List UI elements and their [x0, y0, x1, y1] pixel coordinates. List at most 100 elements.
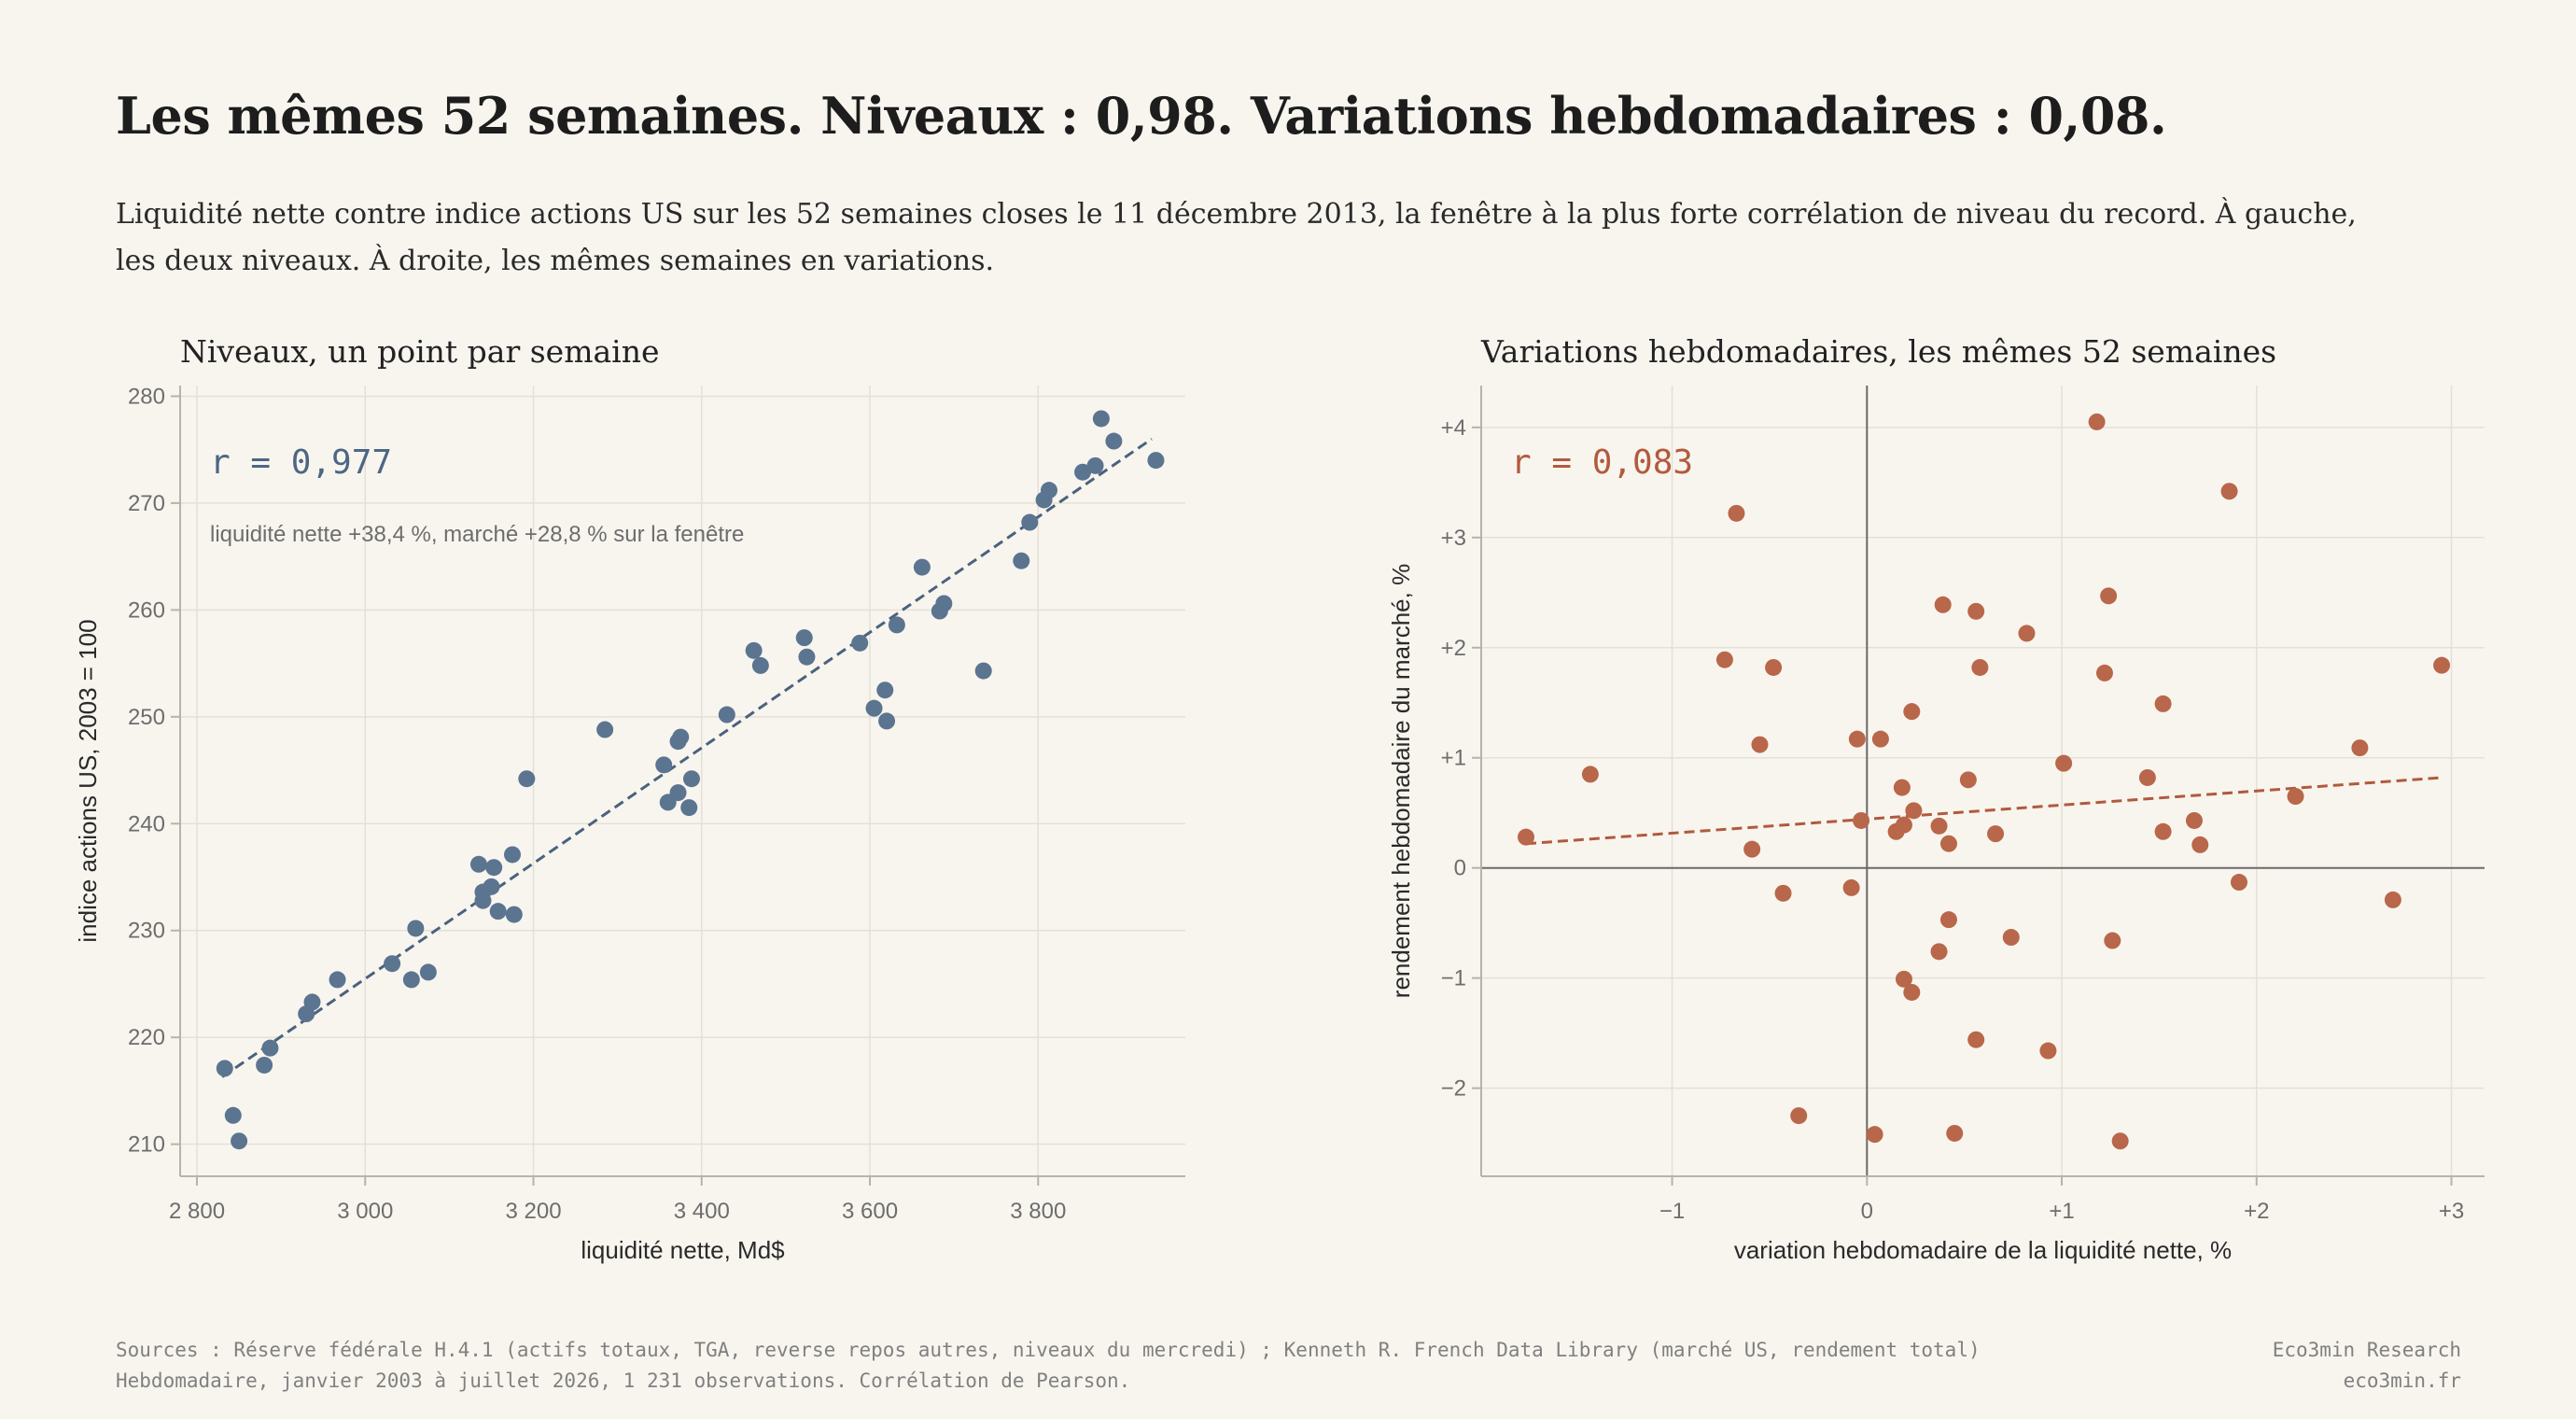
data-point [2055, 754, 2073, 772]
data-point [1866, 1126, 1883, 1144]
data-point [384, 955, 401, 973]
data-point [1105, 432, 1123, 450]
data-point [680, 799, 698, 817]
data-point [2095, 664, 2113, 681]
trend-line [221, 437, 1153, 1078]
x-tick-label: 3 800 [1010, 1199, 1066, 1224]
data-point [1895, 970, 1912, 988]
data-point [1147, 452, 1165, 470]
data-point [1871, 730, 1889, 748]
data-point [1518, 828, 1535, 846]
data-point [851, 634, 869, 652]
data-point [1959, 771, 1977, 789]
data-point [224, 1106, 242, 1124]
data-point [2351, 739, 2369, 757]
data-point [1765, 658, 1783, 676]
data-point [2039, 1042, 2057, 1060]
y-tick-label: 220 [128, 1025, 165, 1050]
data-point [669, 784, 687, 802]
data-point [2185, 811, 2203, 829]
data-point [505, 906, 523, 923]
y-tick-label: 230 [128, 919, 165, 944]
data-point [1853, 811, 1870, 829]
footer-brand: Eco3min Research eco3min.fr [2273, 1335, 2461, 1397]
x-tick-label: +1 [2049, 1199, 2074, 1224]
data-point [329, 971, 346, 989]
page-subtitle: Liquidité nette contre indice actions US… [116, 198, 2357, 277]
data-point [1743, 840, 1761, 858]
data-point [469, 855, 487, 873]
data-point [407, 920, 425, 937]
data-point [489, 903, 507, 920]
data-point [2111, 1132, 2129, 1150]
data-point [2002, 929, 2020, 947]
data-point [2018, 625, 2036, 642]
trend-line [1525, 776, 2443, 846]
x-tick-label: +3 [2439, 1199, 2464, 1224]
data-point [1934, 596, 1952, 613]
data-point [1903, 703, 1921, 721]
data-point [2138, 768, 2156, 786]
data-point [256, 1056, 273, 1074]
y-tick-label: 260 [128, 597, 165, 623]
data-point [878, 712, 896, 730]
data-point [1074, 463, 1092, 481]
x-tick-label: 3 000 [337, 1199, 393, 1224]
grid [1481, 386, 2485, 1176]
y-tick-label: 210 [128, 1132, 165, 1158]
data-point [1987, 825, 2005, 843]
data-point [518, 770, 536, 788]
x-tick-label: 2 800 [169, 1199, 225, 1224]
data-point [1013, 552, 1030, 569]
data-point [1040, 482, 1057, 499]
y-axis-label: indice actions US, 2003 = 100 [74, 619, 102, 942]
data-point [718, 706, 735, 724]
data-point [1893, 779, 1911, 796]
data-point [1967, 1031, 1985, 1048]
data-point [1086, 457, 1104, 474]
data-point [974, 662, 992, 680]
y-tick-label: −2 [1441, 1076, 1466, 1102]
data-point [231, 1132, 248, 1150]
y-tick-label: 280 [128, 384, 165, 409]
methodology-note: Hebdomadaire, janvier 2003 à juillet 202… [116, 1370, 1131, 1392]
data-point [1946, 1124, 1964, 1142]
data-point [913, 558, 931, 576]
data-point [2191, 836, 2209, 853]
data-point [485, 859, 503, 877]
data-point [596, 721, 614, 738]
data-point [1939, 835, 1957, 852]
y-tick-label: −1 [1441, 966, 1466, 991]
data-point [1895, 816, 1912, 834]
data-point [935, 595, 953, 612]
data-point [402, 971, 420, 989]
y-tick-label: +4 [1441, 415, 1466, 441]
x-tick-label: 3 400 [674, 1199, 730, 1224]
data-point [2100, 587, 2118, 605]
data-point [2154, 695, 2172, 712]
page-title: Les mêmes 52 semaines. Niveaux : 0,98. V… [116, 86, 2167, 146]
data-point [261, 1039, 279, 1057]
chart-title: Niveaux, un point par semaine [180, 333, 660, 370]
x-tick-label: −1 [1659, 1199, 1685, 1224]
brand-name: Eco3min Research [2272, 1339, 2461, 1361]
data-point [2287, 788, 2304, 806]
data-point [876, 681, 894, 699]
data-point [655, 756, 673, 774]
data-point [795, 629, 813, 647]
chart-title: Variations hebdomadaires, les mêmes 52 s… [1480, 333, 2276, 370]
data-point [1903, 983, 1921, 1001]
correlation-annotation: r = 0,083 [1511, 443, 1693, 482]
data-point [798, 648, 816, 666]
grid [180, 386, 1185, 1176]
correlation-annotation: r = 0,977 [210, 443, 392, 482]
x-tick-label: 0 [1861, 1199, 1873, 1224]
data-point [865, 699, 883, 717]
data-point [745, 641, 763, 659]
x-axis-label: variation hebdomadaire de la liquidité n… [1734, 1236, 2232, 1264]
data-point [503, 846, 521, 864]
data-point [1930, 943, 1948, 961]
data-point [2384, 891, 2401, 908]
data-point [1930, 817, 1948, 835]
